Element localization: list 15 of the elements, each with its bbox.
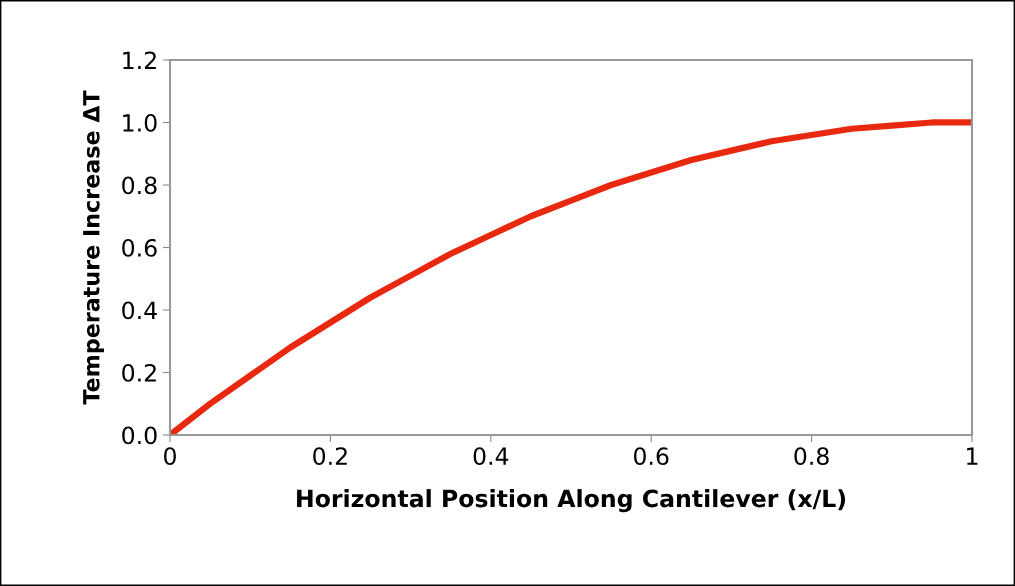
y-tick-label: 0.6 [122, 238, 157, 257]
x-tick-label: 1 [967, 447, 978, 465]
y-tick-label: 0.8 [122, 176, 157, 195]
y-tick-label: 0.4 [122, 301, 157, 320]
y-tick-label: 0.0 [122, 426, 157, 445]
x-tick-label: 0.4 [473, 447, 509, 466]
y-axis-title: Temperature Increase ΔT [83, 90, 104, 405]
x-tick-label: 0.8 [794, 447, 829, 466]
y-tick-label: 1.2 [123, 51, 156, 69]
x-axis-title: Horizontal Position Along Cantilever (x/L) [297, 489, 846, 513]
x-tick-label: 0.2 [313, 447, 347, 466]
y-tick-label: 1.0 [123, 113, 157, 132]
x-tick-label: 0 [164, 447, 176, 466]
y-tick-label: 0.2 [122, 363, 156, 382]
x-tick-label: 0.6 [633, 447, 669, 466]
